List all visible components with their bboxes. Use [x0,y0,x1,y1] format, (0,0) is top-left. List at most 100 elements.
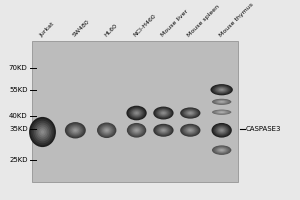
Ellipse shape [98,123,115,137]
Ellipse shape [127,123,146,138]
Ellipse shape [102,126,112,134]
Ellipse shape [218,148,225,152]
Ellipse shape [211,84,233,95]
Ellipse shape [154,125,172,136]
Text: 40KD: 40KD [9,113,28,119]
Ellipse shape [219,88,224,91]
Ellipse shape [215,86,229,93]
Ellipse shape [212,145,231,155]
Ellipse shape [130,108,143,118]
Ellipse shape [219,128,224,132]
Ellipse shape [182,125,199,136]
Ellipse shape [128,124,145,137]
Ellipse shape [217,148,226,152]
Ellipse shape [188,129,193,132]
Ellipse shape [161,129,166,132]
Ellipse shape [66,123,85,137]
Text: Mouse spleen: Mouse spleen [187,4,221,38]
Ellipse shape [185,110,195,116]
Ellipse shape [103,127,110,133]
Ellipse shape [68,124,83,136]
Ellipse shape [213,124,231,137]
Ellipse shape [183,109,198,117]
Ellipse shape [97,123,116,138]
Ellipse shape [189,112,192,114]
Ellipse shape [130,126,142,135]
Ellipse shape [182,108,199,118]
Ellipse shape [216,87,227,93]
Ellipse shape [69,125,82,135]
Ellipse shape [214,110,229,114]
Ellipse shape [158,127,169,134]
Ellipse shape [153,124,174,137]
Ellipse shape [162,129,165,131]
Ellipse shape [135,112,138,114]
Ellipse shape [183,125,198,135]
Ellipse shape [135,129,138,131]
Ellipse shape [70,126,81,134]
Ellipse shape [106,129,108,131]
Text: SW480: SW480 [72,19,91,38]
Ellipse shape [133,128,140,133]
Ellipse shape [214,147,229,154]
Ellipse shape [153,107,174,119]
Text: Jurkat: Jurkat [39,21,56,38]
Ellipse shape [180,124,200,137]
Ellipse shape [216,111,228,114]
Text: HL60: HL60 [103,23,118,38]
Ellipse shape [126,106,147,120]
Ellipse shape [218,111,225,113]
Text: CASPASE3: CASPASE3 [246,126,281,132]
Ellipse shape [220,129,223,131]
Ellipse shape [188,112,193,114]
Ellipse shape [184,126,197,134]
Ellipse shape [187,111,194,115]
Ellipse shape [219,112,224,113]
Ellipse shape [184,110,197,117]
Bar [32,41,238,182]
Ellipse shape [162,112,165,114]
Ellipse shape [156,125,171,135]
Ellipse shape [216,147,228,153]
Ellipse shape [157,126,170,134]
Ellipse shape [160,111,167,115]
Text: Mouse liver: Mouse liver [160,9,189,38]
Ellipse shape [34,123,51,141]
Ellipse shape [71,127,79,133]
Ellipse shape [129,108,144,119]
Ellipse shape [157,109,170,117]
Ellipse shape [134,111,139,115]
Text: 35KD: 35KD [9,126,28,132]
Ellipse shape [128,107,146,119]
Ellipse shape [218,101,225,103]
Ellipse shape [41,130,44,134]
Ellipse shape [134,128,139,132]
Ellipse shape [36,124,49,140]
Ellipse shape [161,111,166,115]
Ellipse shape [185,127,195,134]
Ellipse shape [216,100,228,104]
Ellipse shape [32,121,52,143]
Ellipse shape [129,125,144,136]
Ellipse shape [212,85,232,95]
Ellipse shape [219,101,224,103]
Ellipse shape [214,125,229,136]
Ellipse shape [38,126,47,138]
Ellipse shape [218,88,226,92]
Ellipse shape [219,149,224,151]
Ellipse shape [100,125,113,135]
Ellipse shape [187,128,194,133]
Ellipse shape [189,129,192,131]
Ellipse shape [220,89,223,90]
Ellipse shape [217,100,226,103]
Ellipse shape [218,128,226,133]
Ellipse shape [74,129,77,131]
Ellipse shape [31,119,54,145]
Ellipse shape [65,122,86,138]
Ellipse shape [220,150,223,151]
Ellipse shape [213,99,230,104]
Text: 55KD: 55KD [9,87,28,93]
Ellipse shape [212,110,231,115]
Ellipse shape [220,101,223,102]
Ellipse shape [29,117,56,147]
